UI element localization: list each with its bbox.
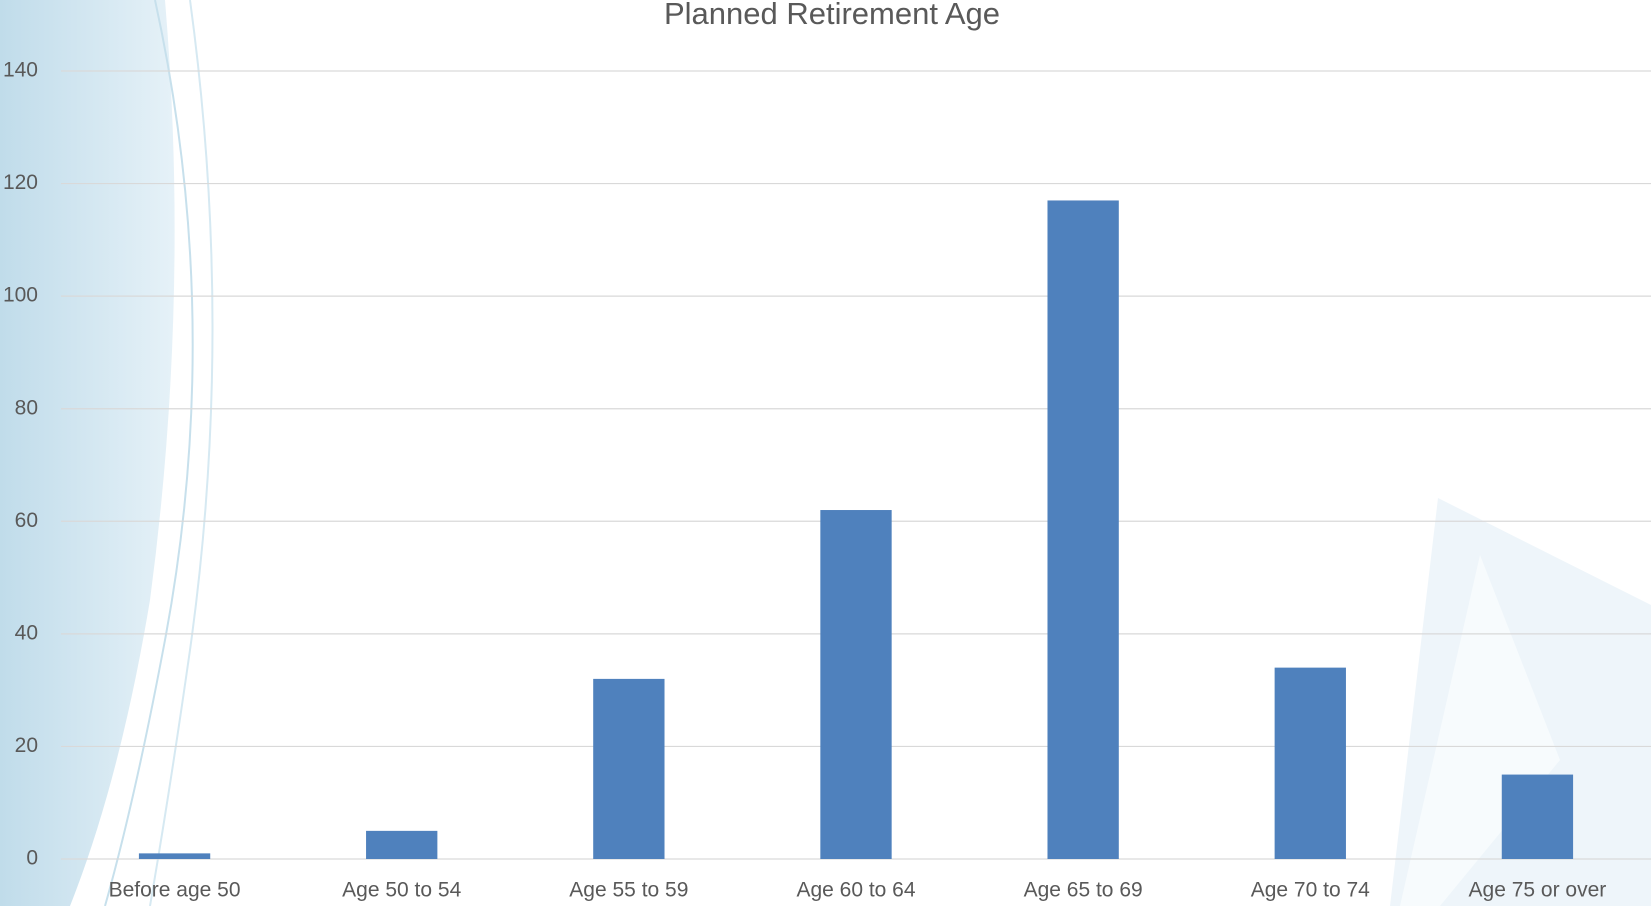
bar [1275,668,1346,859]
bar [820,510,891,859]
bar [139,853,210,859]
bar [366,831,437,859]
page: Planned Retirement Age 0 20 40 60 80 100 120 14… [0,0,1651,906]
y-tick-label: 40 [15,621,38,644]
y-tick-label: 120 [3,171,38,194]
bar [1047,200,1118,859]
chart-title: Planned Retirement Age [664,0,1000,31]
y-tick-label: 80 [15,396,38,419]
x-tick-label: Age 75 or over [1469,879,1607,902]
y-tick-label: 0 [26,847,38,870]
x-tick-label: Age 70 to 74 [1251,879,1370,902]
y-tick-label: 100 [3,284,38,307]
x-tick-label: Age 50 to 54 [342,879,461,902]
x-tick-label: Before age 50 [109,879,241,902]
bar [593,679,664,859]
chart: Planned Retirement Age 0 20 40 60 80 100 120 14… [0,0,1651,906]
x-tick-label: Age 65 to 69 [1024,879,1143,902]
y-tick-label: 60 [15,509,38,532]
bar [1502,775,1573,859]
x-tick-label: Age 60 to 64 [796,879,915,902]
y-tick-label: 140 [3,59,38,82]
x-tick-label: Age 55 to 59 [569,879,688,902]
y-tick-label: 20 [15,734,38,757]
